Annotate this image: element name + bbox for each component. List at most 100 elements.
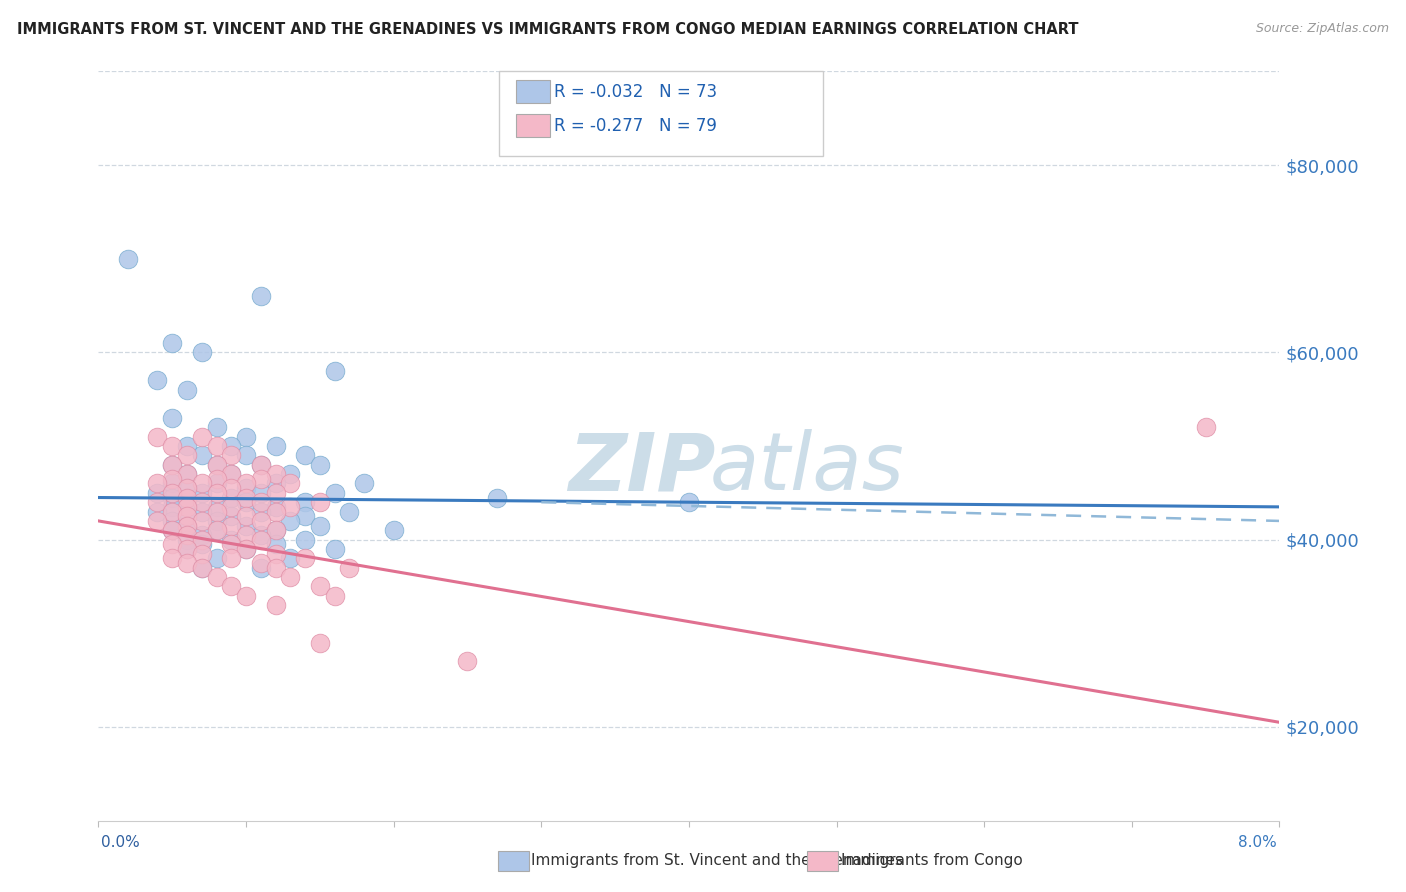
Point [280, 570, 302, 584]
Point [176, 495, 198, 509]
Point [191, 561, 214, 575]
Point [176, 541, 198, 557]
Point [221, 467, 243, 482]
Point [250, 514, 273, 528]
Point [205, 458, 228, 472]
Text: R = -0.277   N = 79: R = -0.277 N = 79 [554, 117, 717, 135]
Point [294, 495, 316, 509]
Point [205, 420, 228, 434]
Point [191, 485, 214, 500]
Point [176, 449, 198, 463]
Point [205, 523, 228, 537]
Point [176, 481, 198, 495]
Point [221, 551, 243, 566]
Point [309, 518, 332, 533]
Point [191, 561, 214, 575]
Point [146, 476, 169, 491]
Point [191, 430, 214, 444]
Point [235, 481, 257, 495]
Point [205, 472, 228, 486]
Point [235, 476, 257, 491]
Point [353, 476, 375, 491]
Point [309, 635, 332, 649]
Point [205, 476, 228, 491]
Point [221, 449, 243, 463]
Point [235, 495, 257, 509]
Point [264, 561, 287, 575]
Point [162, 458, 183, 472]
Point [235, 541, 257, 557]
Point [205, 485, 228, 500]
Point [191, 345, 214, 359]
Point [176, 467, 198, 482]
Text: Immigrants from Congo: Immigrants from Congo [841, 854, 1022, 868]
Point [250, 485, 273, 500]
Point [162, 458, 183, 472]
Point [221, 537, 243, 551]
Point [176, 541, 198, 557]
Point [221, 533, 243, 547]
Point [280, 551, 302, 566]
Text: R = -0.032   N = 73: R = -0.032 N = 73 [554, 83, 717, 101]
Point [146, 430, 169, 444]
Point [235, 589, 257, 603]
Point [205, 439, 228, 453]
Point [162, 551, 183, 566]
Point [205, 505, 228, 519]
Point [191, 476, 214, 491]
Text: Immigrants from St. Vincent and the Grenadines: Immigrants from St. Vincent and the Gren… [531, 854, 904, 868]
Point [176, 383, 198, 397]
Text: 8.0%: 8.0% [1237, 836, 1277, 850]
Point [382, 523, 405, 537]
Point [176, 467, 198, 482]
Point [221, 481, 243, 495]
Point [309, 580, 332, 594]
Point [575, 855, 598, 870]
Point [146, 374, 169, 388]
Point [323, 541, 346, 557]
Point [162, 336, 183, 351]
Point [191, 495, 214, 509]
Point [250, 495, 273, 509]
Point [250, 556, 273, 570]
Point [191, 528, 214, 542]
Point [205, 523, 228, 537]
Point [264, 523, 287, 537]
Point [191, 547, 214, 561]
Point [191, 533, 214, 547]
Point [191, 449, 214, 463]
Point [176, 481, 198, 495]
Point [176, 491, 198, 505]
Point [339, 851, 361, 865]
Point [162, 485, 183, 500]
Point [146, 495, 169, 509]
Point [323, 589, 346, 603]
Point [235, 541, 257, 557]
Point [294, 533, 316, 547]
Point [235, 528, 257, 542]
Point [162, 505, 183, 519]
Point [368, 860, 391, 874]
Text: ZIP: ZIP [568, 429, 716, 508]
Point [205, 500, 228, 514]
Point [176, 509, 198, 524]
Point [323, 485, 346, 500]
Point [280, 500, 302, 514]
Point [176, 528, 198, 542]
Point [176, 556, 198, 570]
Point [162, 476, 183, 491]
Point [264, 523, 287, 537]
Point [162, 523, 183, 537]
Point [323, 364, 346, 378]
Point [264, 505, 287, 519]
Point [191, 537, 214, 551]
Point [294, 449, 316, 463]
Point [309, 458, 332, 472]
Point [309, 495, 332, 509]
Point [176, 439, 198, 453]
Point [205, 551, 228, 566]
Point [235, 449, 257, 463]
Point [280, 467, 302, 482]
Point [264, 439, 287, 453]
Text: 0.0%: 0.0% [101, 836, 141, 850]
